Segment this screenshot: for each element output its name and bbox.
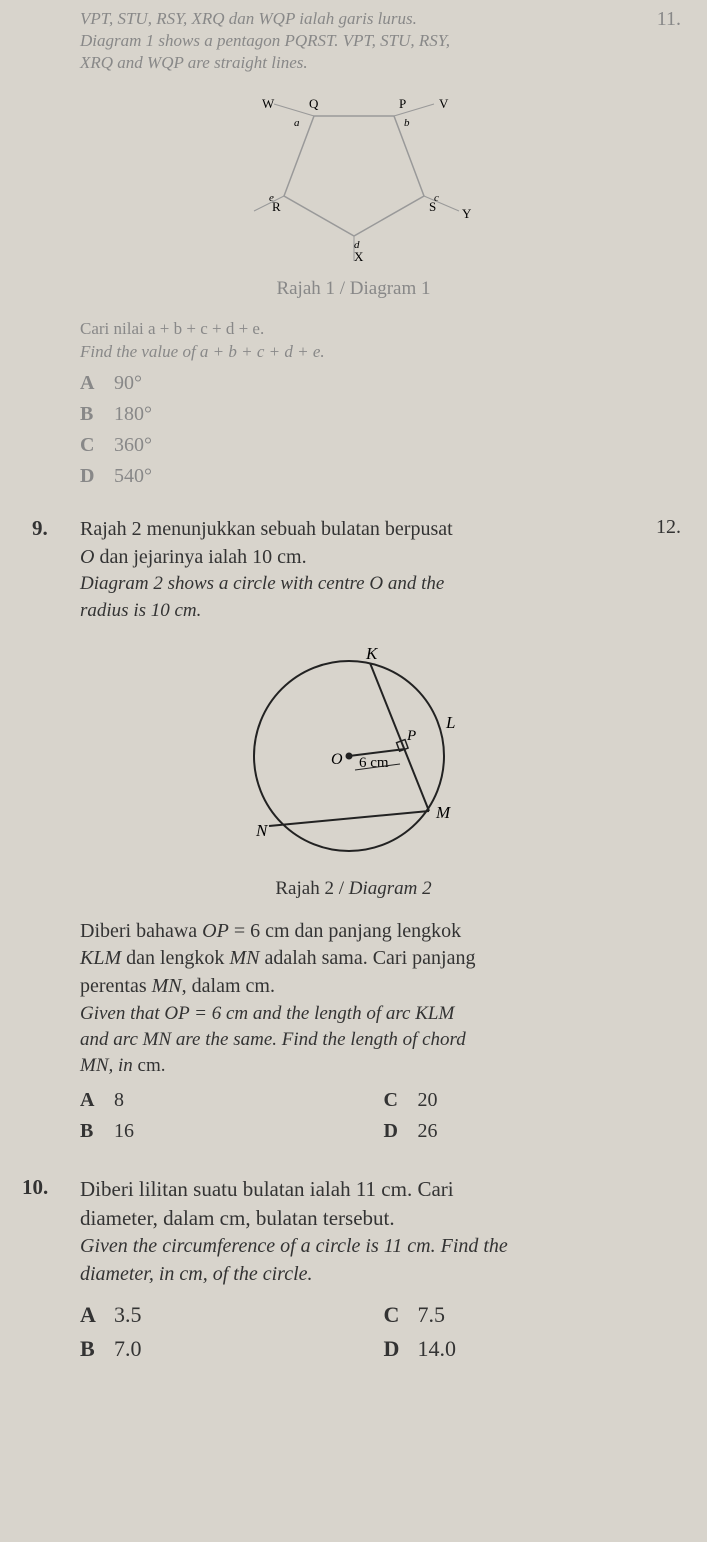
side-question-11: 11. [657, 8, 681, 31]
q10-intro-en-1: Given the circumference of a circle is 1… [80, 1233, 687, 1261]
q9-intro-my-2: O O dan jejarinya ialah 10 cm.dan jejari… [80, 544, 687, 572]
q8-line1: VPT, STU, RSY, XRQ dan WQP ialah garis l… [80, 8, 687, 30]
svg-text:P: P [406, 728, 416, 744]
side-question-12: 12. [656, 516, 681, 539]
svg-text:L: L [445, 713, 455, 732]
diagram-2-caption: Rajah 2 / Diagram 2 [20, 878, 687, 900]
svg-text:X: X [354, 249, 364, 264]
question-8-partial: VPT, STU, RSY, XRQ dan WQP ialah garis l… [20, 8, 687, 492]
q9-option-a: A8 [80, 1085, 384, 1116]
svg-text:Y: Y [462, 206, 472, 221]
svg-text:N: N [255, 821, 269, 840]
q9-option-d: D26 [384, 1116, 688, 1147]
svg-text:c: c [434, 192, 439, 204]
question-10: 10. Diberi lilitan suatu bulatan ialah 1… [20, 1175, 687, 1366]
q10-option-b: B7.0 [80, 1332, 384, 1366]
q8-line2: Diagram 1 shows a pentagon PQRST. VPT, S… [80, 30, 687, 52]
q9-given-my-1: Diberi bahawa OP = 6 cm dan panjang leng… [80, 918, 687, 946]
diagram-1-pentagon: W Q P V R S Y X a b c d e [20, 86, 687, 266]
q9-intro-en-2: radius is 10 cm. [80, 598, 687, 624]
diagram-2-circle: K L M N O P 6 cm [20, 636, 687, 866]
diagram-1-caption: Rajah 1 / Diagram 1 [20, 278, 687, 300]
svg-text:V: V [439, 96, 449, 111]
svg-text:e: e [269, 192, 274, 204]
svg-text:W: W [262, 96, 275, 111]
q9-option-b: B16 [80, 1116, 384, 1147]
q9-option-c: C20 [384, 1085, 688, 1116]
q8-option-d: D540° [80, 461, 687, 492]
q10-option-c: C7.5 [384, 1298, 688, 1332]
q10-intro-my-2: diameter, dalam cm, bulatan tersebut. [80, 1204, 687, 1233]
q9-intro-my-1: Rajah 2 menunjukkan sebuah bulatan berpu… [80, 516, 687, 544]
q8-find-my: Cari nilai a + b + c + d + e. [80, 318, 687, 341]
q9-number: 9. [32, 516, 48, 541]
svg-text:a: a [294, 117, 300, 129]
q9-given-my-3: perentas MN, dalam cm. [80, 973, 687, 1001]
q10-intro-my-1: Diberi lilitan suatu bulatan ialah 11 cm… [80, 1175, 687, 1204]
svg-text:K: K [365, 644, 379, 663]
q8-option-a: A90° [80, 368, 687, 399]
svg-text:M: M [435, 803, 451, 822]
svg-text:Q: Q [309, 96, 319, 111]
svg-text:b: b [404, 117, 410, 129]
question-9: 9. 12. Rajah 2 menunjukkan sebuah bulata… [20, 516, 687, 1147]
q8-find-en: Find the value of a + b + c + d + e. [80, 341, 687, 364]
q9-given-en-1: Given that OP = 6 cm and the length of a… [80, 1001, 687, 1027]
q10-option-a: A3.5 [80, 1298, 384, 1332]
q8-line3: XRQ and WQP are straight lines. [80, 52, 687, 74]
q8-option-c: C360° [80, 430, 687, 461]
q9-given-en-2: and arc MN are the same. Find the length… [80, 1027, 687, 1053]
q9-given-en-3: MN, in cm. [80, 1053, 687, 1079]
svg-text:O: O [331, 751, 343, 768]
q9-intro-en-1: Diagram 2 shows a circle with centre O a… [80, 571, 687, 597]
svg-text:d: d [354, 239, 360, 251]
q9-given-my-2: KLM dan lengkok MN adalah sama. Cari pan… [80, 945, 687, 973]
q10-option-d: D14.0 [384, 1332, 688, 1366]
q10-intro-en-2: diameter, in cm, of the circle. [80, 1261, 687, 1289]
q10-number: 10. [22, 1175, 48, 1200]
svg-text:P: P [399, 96, 406, 111]
q8-option-b: B180° [80, 399, 687, 430]
